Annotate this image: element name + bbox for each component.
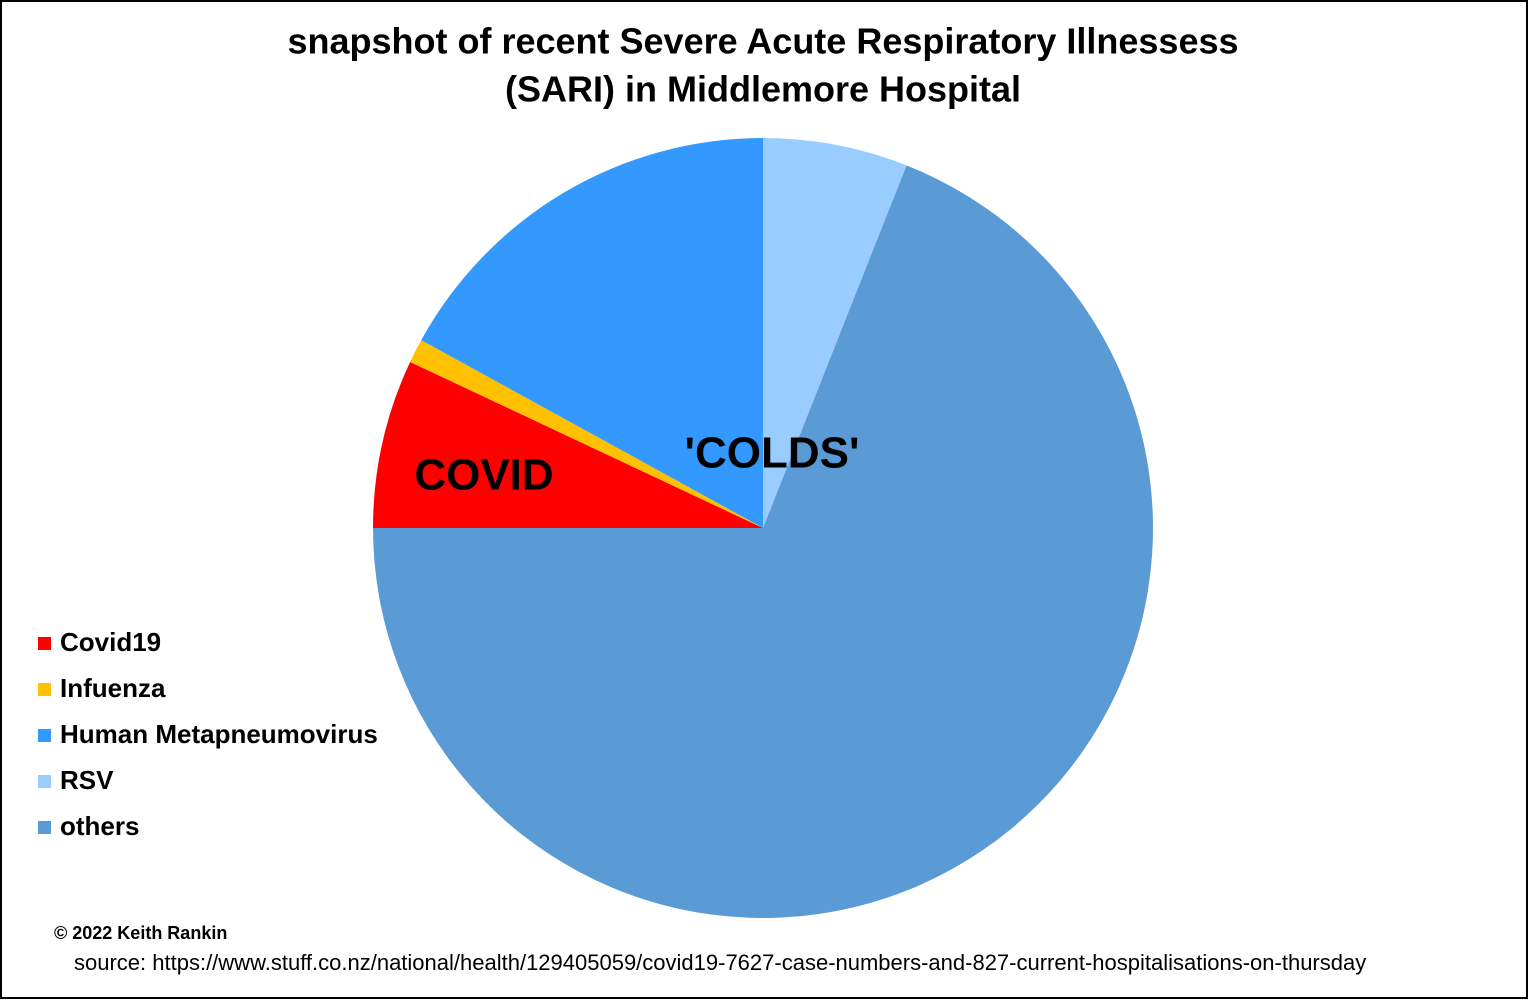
legend-swatch <box>38 683 51 696</box>
credit: © 2022 Keith Rankin <box>54 923 227 943</box>
legend-swatch <box>38 637 51 650</box>
legend-swatch <box>38 729 51 742</box>
legend-swatch <box>38 821 51 834</box>
legend-label: Covid19 <box>60 627 161 657</box>
legend-swatch <box>38 775 51 788</box>
pie-slice <box>421 138 763 528</box>
legend-label: RSV <box>60 765 114 795</box>
chart-title: (SARI) in Middlemore Hospital <box>505 69 1021 110</box>
annotation: COVID <box>414 451 553 500</box>
source: source: https://www.stuff.co.nz/national… <box>74 950 1366 975</box>
legend-label: Human Metapneumovirus <box>60 719 378 749</box>
legend-label: Infuenza <box>60 673 166 703</box>
pie-slice <box>373 361 763 528</box>
chart-title: snapshot of recent Severe Acute Respirat… <box>287 21 1238 62</box>
legend-label: others <box>60 811 139 841</box>
pie-slice <box>410 340 763 528</box>
annotation: 'COLDS' <box>685 429 860 478</box>
pie-slice <box>763 138 907 528</box>
pie-slice <box>373 165 1153 919</box>
